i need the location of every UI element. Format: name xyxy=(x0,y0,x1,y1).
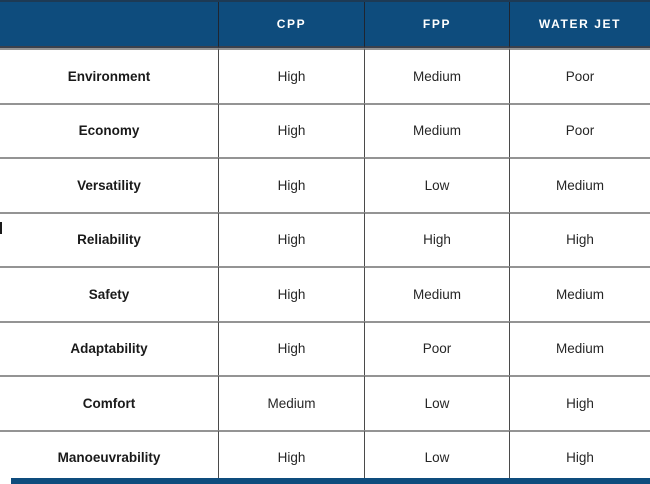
cell-value-fpp: Medium xyxy=(364,102,509,157)
cell-value-waterjet: Medium xyxy=(509,157,650,212)
row-label: Versatility xyxy=(0,157,218,212)
row-label: Manoeuvrability xyxy=(0,429,218,484)
row-label: Environment xyxy=(0,48,218,103)
cell-value-fpp: Medium xyxy=(364,266,509,321)
header-cell-cpp: CPP xyxy=(218,2,364,48)
bottom-partial-bar xyxy=(11,478,650,484)
cell-value-cpp: High xyxy=(218,266,364,321)
cell-value-waterjet: High xyxy=(509,375,650,430)
cell-value-cpp: High xyxy=(218,48,364,103)
cell-value-cpp: High xyxy=(218,320,364,375)
scan-artifact-tick xyxy=(0,222,2,234)
cell-value-fpp: Medium xyxy=(364,48,509,103)
cell-value-fpp: Poor xyxy=(364,320,509,375)
cell-value-waterjet: Medium xyxy=(509,266,650,321)
row-label: Economy xyxy=(0,102,218,157)
cell-value-waterjet: High xyxy=(509,429,650,484)
cell-value-waterjet: Medium xyxy=(509,320,650,375)
cell-value-fpp: Low xyxy=(364,375,509,430)
row-label: Reliability xyxy=(0,211,218,266)
row-label: Comfort xyxy=(0,375,218,430)
row-label: Safety xyxy=(0,266,218,321)
cell-value-waterjet: Poor xyxy=(509,102,650,157)
cell-value-cpp: High xyxy=(218,102,364,157)
cell-value-waterjet: Poor xyxy=(509,48,650,103)
row-label: Adaptability xyxy=(0,320,218,375)
cell-value-cpp: High xyxy=(218,211,364,266)
cell-value-cpp: High xyxy=(218,157,364,212)
header-cell-waterjet: WATER JET xyxy=(509,2,650,48)
cell-value-waterjet: High xyxy=(509,211,650,266)
cell-value-fpp: High xyxy=(364,211,509,266)
cell-value-fpp: Low xyxy=(364,157,509,212)
header-corner-cell xyxy=(0,2,218,48)
cell-value-cpp: High xyxy=(218,429,364,484)
cell-value-fpp: Low xyxy=(364,429,509,484)
header-cell-fpp: FPP xyxy=(364,2,509,48)
cell-value-cpp: Medium xyxy=(218,375,364,430)
